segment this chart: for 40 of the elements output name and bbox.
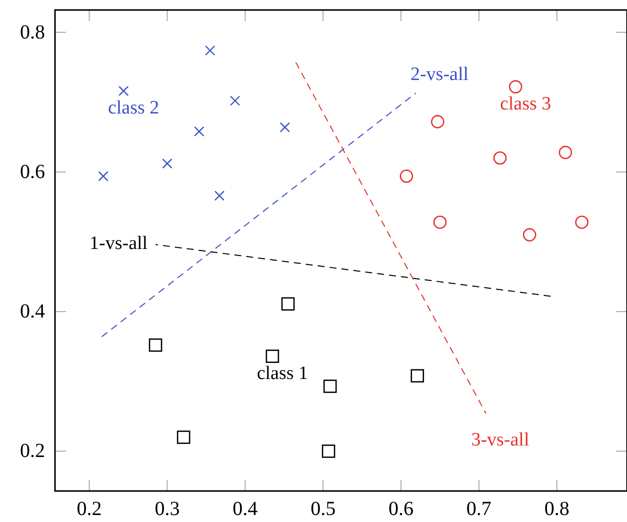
- point: [323, 380, 337, 393]
- series-label: 1-vs-all: [90, 233, 148, 254]
- point: [493, 151, 507, 165]
- point: [230, 96, 240, 106]
- x-tick-label: 0.7: [466, 498, 492, 520]
- point: [508, 80, 522, 94]
- point: [280, 122, 290, 132]
- point: [266, 350, 280, 363]
- point: [575, 216, 588, 229]
- x-tick-label: 0.5: [310, 498, 336, 520]
- y-tick-label: 0.8: [20, 21, 45, 44]
- x-tick-label: 0.6: [388, 498, 414, 520]
- point: [176, 430, 190, 444]
- y-tick-label: 0.6: [20, 160, 45, 183]
- point: [148, 338, 162, 352]
- point: [433, 216, 447, 229]
- point: [214, 190, 225, 201]
- y-tick-label: 0.2: [20, 440, 45, 462]
- point: [522, 228, 536, 242]
- x-tick-label: 0.3: [154, 498, 180, 520]
- x-tick-label: 0.8: [544, 498, 570, 520]
- point: [118, 86, 129, 96]
- point: [558, 146, 572, 160]
- y-tick-label: 0.4: [20, 300, 45, 323]
- x-tick-label: 0.2: [76, 498, 102, 520]
- point: [194, 126, 204, 137]
- point: [98, 171, 108, 182]
- point: [322, 444, 336, 458]
- point: [430, 115, 444, 128]
- series-label: 3-vs-all: [471, 429, 530, 450]
- series-label: class 3: [500, 93, 552, 114]
- series-label: class 2: [108, 97, 160, 118]
- series-label: 2-vs-all: [410, 64, 469, 86]
- series-label: class 1: [256, 362, 308, 384]
- x-tick-label: 0.4: [232, 498, 258, 520]
- point: [400, 170, 414, 183]
- point: [204, 45, 216, 56]
- point: [410, 369, 424, 382]
- point: [281, 297, 295, 311]
- point: [162, 158, 172, 169]
